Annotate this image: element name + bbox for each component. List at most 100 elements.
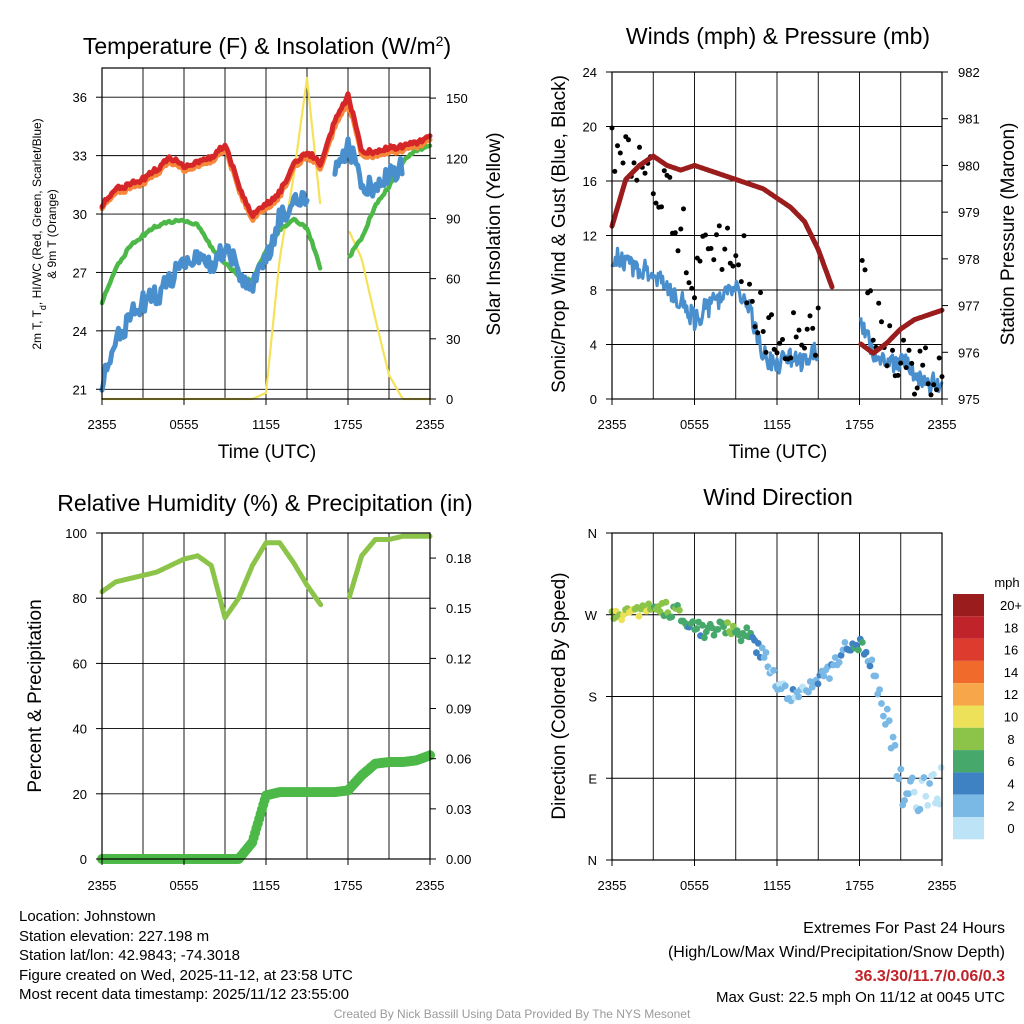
- direction-point: [662, 598, 670, 606]
- direction-point: [758, 644, 766, 652]
- x-tick-label: 2355: [928, 417, 957, 432]
- temp-series-dewpoint-blue: [99, 136, 405, 393]
- x-tick-label: 1155: [763, 878, 791, 893]
- gust-point: [752, 324, 758, 330]
- left-y-tick-label: W: [585, 608, 598, 623]
- gust-point: [934, 387, 939, 393]
- left-y-tick-label: 16: [583, 174, 597, 189]
- temp-series-temp-red: [99, 91, 433, 219]
- direction-point: [737, 637, 745, 645]
- gust-point: [815, 305, 821, 311]
- colorbar-swatch: [953, 727, 984, 751]
- direction-point: [926, 780, 933, 787]
- right-y-tick-label: 90: [446, 211, 460, 226]
- left-y-tick-label: 100: [65, 526, 87, 541]
- direction-point: [795, 693, 803, 701]
- right-y-tick-label: 0.09: [446, 702, 471, 717]
- direction-point: [868, 656, 876, 664]
- humidity-panel-title: Relative Humidity (%) & Precipitation (i…: [57, 490, 472, 516]
- direction-point: [668, 613, 676, 621]
- direction-point: [781, 682, 789, 690]
- gust-point: [901, 337, 906, 343]
- direction-panel-title: Wind Direction: [703, 484, 853, 510]
- direction-point: [743, 624, 751, 632]
- gust-point: [760, 329, 766, 334]
- right-y-tick-label: 0.03: [446, 802, 471, 817]
- right-y-tick-label: 0: [446, 392, 453, 407]
- direction-ylabel: Direction (Colored By Speed): [549, 572, 570, 819]
- gust-point: [925, 381, 931, 387]
- direction-point: [701, 634, 708, 642]
- gust-point: [681, 206, 686, 212]
- direction-point: [826, 675, 833, 682]
- x-tick-label: 1155: [763, 417, 791, 432]
- credit-line: Created By Nick Bassill Using Data Provi…: [333, 1007, 691, 1021]
- x-tick-label: 2355: [416, 878, 445, 893]
- gust-point: [898, 360, 904, 366]
- direction-series: [608, 598, 945, 815]
- colorbar-label: 2: [1007, 799, 1014, 814]
- gust-point: [719, 267, 725, 272]
- x-tick-label: 2355: [598, 417, 627, 432]
- station-info: Location: Johnstown Station elevation: 2…: [19, 907, 353, 1005]
- gust-point: [612, 168, 618, 174]
- left-y-tick-label: 20: [73, 787, 87, 802]
- gust-point: [928, 392, 934, 398]
- colorbar-swatch: [953, 750, 984, 773]
- direction-point: [866, 662, 874, 670]
- gust-point: [653, 200, 659, 206]
- direction-point: [831, 654, 839, 661]
- direction-point: [858, 639, 866, 646]
- gust-point: [887, 323, 893, 329]
- colorbar-swatch: [953, 616, 984, 639]
- right-y-tick-label: 150: [446, 91, 468, 106]
- gust-point: [931, 382, 937, 388]
- direction-point: [820, 672, 828, 680]
- wind-xlabel: Time (UTC): [729, 442, 828, 463]
- left-y-tick-label: 20: [583, 120, 597, 135]
- x-tick-label: 2355: [416, 417, 445, 432]
- x-tick-label: 2355: [598, 878, 627, 893]
- direction-point: [901, 797, 908, 804]
- colorbar-label: 0: [1007, 821, 1014, 836]
- gust-point: [620, 160, 626, 166]
- gust-point: [755, 330, 761, 336]
- direction-point: [729, 622, 737, 630]
- gust-point: [912, 391, 917, 397]
- right-y-tick-label: 60: [446, 272, 460, 287]
- direction-point: [635, 612, 643, 620]
- colorbar-label: 20+: [1000, 598, 1022, 613]
- colorbar-swatch: [953, 594, 984, 617]
- direction-point: [891, 741, 899, 749]
- direction-point: [908, 774, 916, 782]
- direction-point: [835, 659, 843, 666]
- gust-point: [890, 347, 895, 353]
- gust-point: [637, 144, 642, 150]
- gust-point: [697, 258, 703, 264]
- gust-point: [683, 270, 689, 276]
- extremes-title: Extremes For Past 24 Hours: [803, 920, 1005, 937]
- direction-point: [883, 705, 891, 713]
- temp-series-temp-orange: [99, 97, 433, 223]
- gust-point: [736, 262, 741, 268]
- direction-point: [933, 795, 941, 803]
- left-y-tick-label: E: [588, 771, 597, 786]
- direction-point: [930, 771, 937, 778]
- gust-point: [884, 363, 890, 369]
- gust-point: [617, 150, 623, 156]
- gust-point: [876, 300, 882, 306]
- gust-point: [686, 280, 692, 286]
- gust-point: [675, 248, 681, 254]
- x-tick-label: 1755: [845, 878, 874, 893]
- direction-point: [910, 788, 918, 796]
- direction-point: [841, 639, 849, 646]
- gust-point: [774, 350, 780, 356]
- left-y-tick-label: 4: [590, 338, 597, 353]
- colorbar-swatch: [953, 638, 984, 661]
- x-tick-label: 2355: [88, 878, 117, 893]
- gust-point: [631, 160, 637, 166]
- gust-point: [711, 257, 717, 263]
- direction-point: [916, 805, 924, 813]
- gust-point: [672, 230, 678, 236]
- right-y-tick-label: 30: [446, 332, 460, 347]
